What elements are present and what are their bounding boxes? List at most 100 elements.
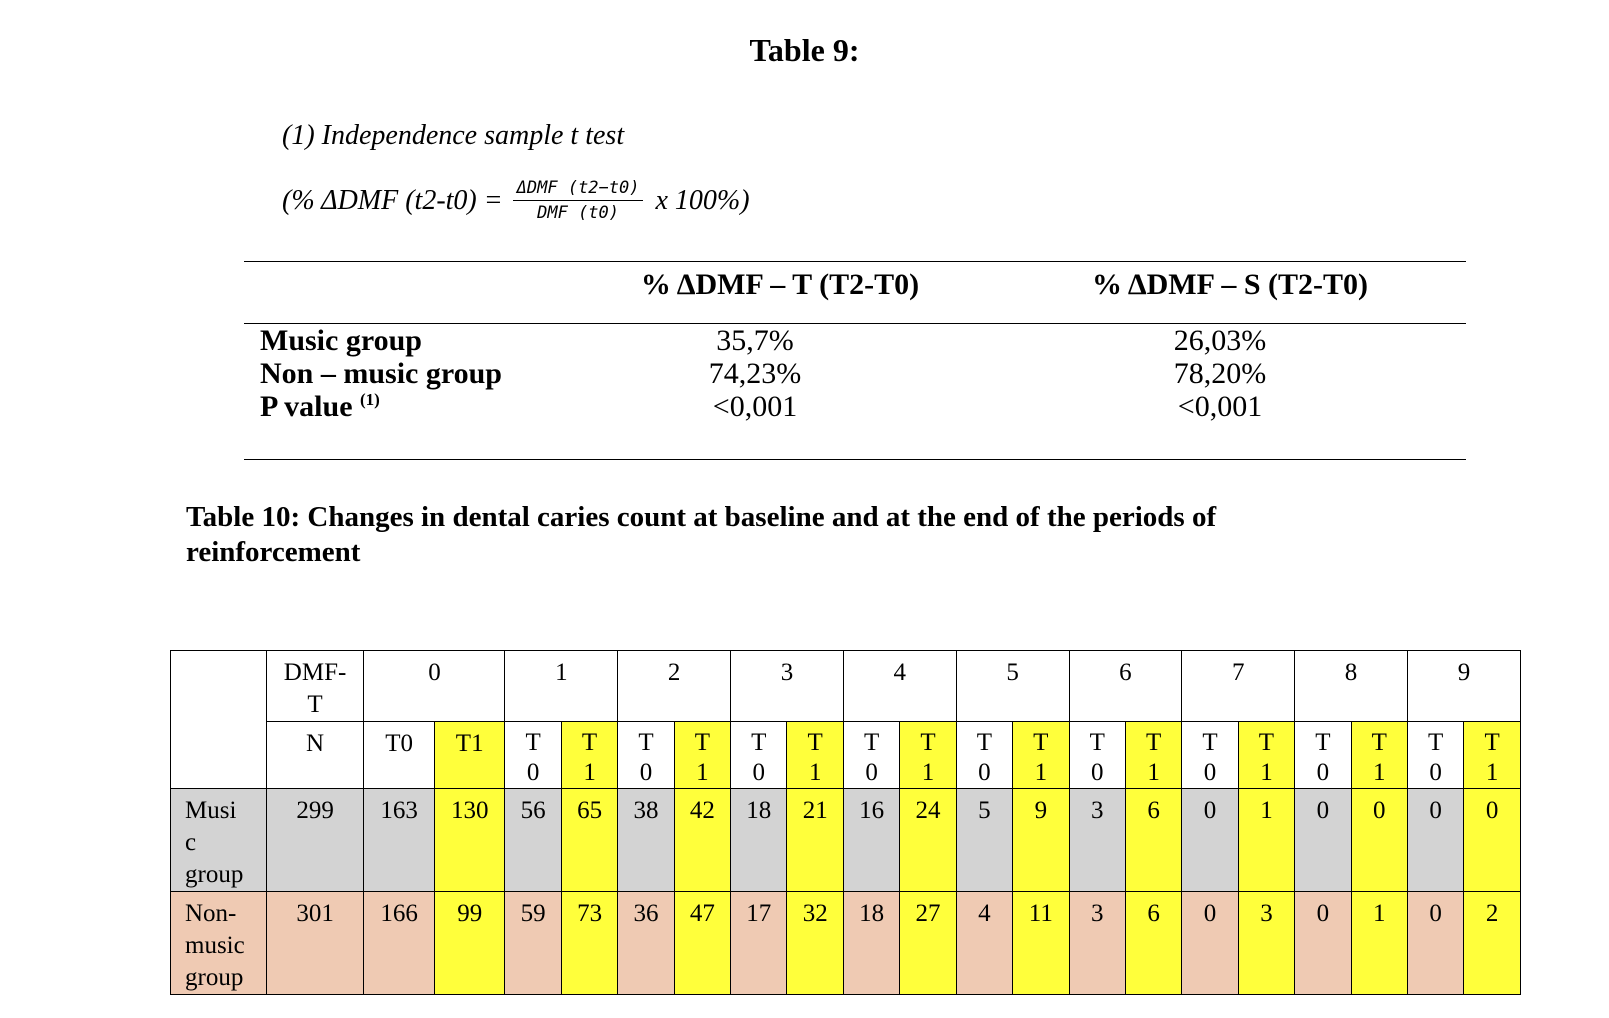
- formula-suffix: x 100%): [655, 184, 750, 216]
- sub-header-t0: T 0: [504, 721, 562, 789]
- sub-header-t0: T 0: [1406, 721, 1465, 789]
- n-header: N: [265, 721, 365, 789]
- sub-header-t1: T 1: [673, 721, 732, 789]
- table-cell: 21: [786, 788, 844, 892]
- table9-cell: 78,20%: [1173, 357, 1267, 390]
- level-header: 1: [504, 650, 619, 722]
- sub-header-t0: T 0: [730, 721, 788, 789]
- level-header: 6: [1068, 650, 1183, 722]
- table9-cell: <0,001: [1177, 390, 1263, 423]
- sub-header-t1: T 1: [1237, 721, 1296, 789]
- table-cell: 166: [363, 891, 435, 995]
- table-cell: 18: [842, 891, 901, 995]
- table-cell: 47: [673, 891, 732, 995]
- sub-header-t0: T 0: [1294, 721, 1352, 789]
- pvalue-label: P value: [260, 390, 353, 423]
- level-header: 4: [842, 650, 957, 722]
- row-label-non-music-group: Non- music group: [170, 891, 267, 995]
- table9-row-label-non-music: Non – music group: [260, 357, 502, 390]
- table9-cell: <0,001: [712, 390, 798, 423]
- dmft-header: DMF-T: [265, 650, 365, 722]
- level-header: 8: [1294, 650, 1408, 722]
- level-header: 0: [363, 650, 506, 722]
- table10-title: Table 10: Changes in dental caries count…: [186, 501, 1217, 568]
- corner-cell: [170, 721, 267, 789]
- table9-cell: 74,23%: [708, 357, 802, 390]
- table-cell: 6: [1124, 788, 1183, 892]
- sub-header-t0: T 0: [1181, 721, 1239, 789]
- sub-header-t1: T 1: [1124, 721, 1183, 789]
- table-cell: 1: [1237, 788, 1296, 892]
- sub-header-t1: T 1: [899, 721, 957, 789]
- level-header: 3: [730, 650, 844, 722]
- table9-cell: 35,7%: [716, 324, 794, 357]
- sub-header-t0: T 0: [955, 721, 1014, 789]
- table-cell: 38: [617, 788, 675, 892]
- table-cell: 5: [955, 788, 1014, 892]
- table-cell: 0: [1294, 788, 1352, 892]
- table9-header-rule: [244, 323, 1466, 324]
- level-header: 9: [1406, 650, 1522, 722]
- table9-cell: 26,03%: [1173, 324, 1267, 357]
- table-cell: 3: [1237, 891, 1296, 995]
- table-cell: 42: [673, 788, 732, 892]
- table9-footnote: (1) Independence sample t test: [282, 120, 625, 151]
- n-value: 301: [265, 891, 365, 995]
- table-cell: 0: [1181, 891, 1239, 995]
- table-cell: 2: [1463, 891, 1521, 995]
- sub-header-t0: T 0: [842, 721, 901, 789]
- table-cell: 18: [730, 788, 788, 892]
- table9-top-rule: [244, 261, 1466, 262]
- sub-header-t0: T0: [363, 721, 435, 789]
- sub-header-t1: T1: [433, 721, 506, 789]
- sub-header-t1: T 1: [1012, 721, 1070, 789]
- sub-header-t1: T 1: [786, 721, 844, 789]
- table-cell: 0: [1181, 788, 1239, 892]
- table-cell: 36: [617, 891, 675, 995]
- table9-bottom-rule: [244, 459, 1466, 460]
- table-cell: 59: [504, 891, 562, 995]
- n-value: 299: [265, 788, 365, 892]
- table-cell: 6: [1124, 891, 1183, 995]
- table-cell: 4: [955, 891, 1014, 995]
- table-cell: 16: [842, 788, 901, 892]
- table-cell: 3: [1068, 788, 1126, 892]
- table-cell: 163: [363, 788, 435, 892]
- sub-header-t1: T 1: [1350, 721, 1408, 789]
- table-cell: 3: [1068, 891, 1126, 995]
- table9-header-dmfs: % ΔDMF – S (T2-T0): [1091, 268, 1369, 301]
- table-cell: 0: [1294, 891, 1352, 995]
- table9-title: Table 9:: [749, 32, 860, 68]
- row-label-music-group: Musi c group: [170, 788, 267, 892]
- table-cell: 130: [433, 788, 506, 892]
- table-cell: 0: [1463, 788, 1521, 892]
- table9-row-label-pvalue: P value (1): [260, 390, 380, 424]
- table-cell: 32: [786, 891, 844, 995]
- table-cell: 9: [1012, 788, 1070, 892]
- formula-numerator: ΔDMF (t2−t0): [512, 178, 644, 201]
- table-cell: 11: [1012, 891, 1070, 995]
- formula-denominator: DMF (t0): [537, 203, 620, 223]
- table-cell: 56: [504, 788, 562, 892]
- table-cell: 0: [1406, 891, 1465, 995]
- table-cell: 99: [433, 891, 506, 995]
- formula-prefix: (% ΔDMF (t2-t0) =: [282, 184, 503, 216]
- table-cell: 65: [560, 788, 619, 892]
- sub-header-t1: T 1: [560, 721, 619, 789]
- formula-fraction: ΔDMF (t2−t0) DMF (t0): [512, 178, 644, 223]
- sub-header-t0: T 0: [617, 721, 675, 789]
- pvalue-footnote-marker: (1): [360, 390, 380, 409]
- table-cell: 0: [1406, 788, 1465, 892]
- table-cell: 1: [1350, 891, 1408, 995]
- level-header: 5: [955, 650, 1070, 722]
- level-header: 7: [1181, 650, 1296, 722]
- table9-row-label-music: Music group: [260, 324, 422, 357]
- sub-header-t0: T 0: [1068, 721, 1126, 789]
- table9-header-dmft: % ΔDMF – T (T2-T0): [640, 268, 920, 301]
- table-cell: 27: [899, 891, 957, 995]
- corner-cell: [170, 650, 267, 722]
- table-cell: 17: [730, 891, 788, 995]
- table-cell: 0: [1350, 788, 1408, 892]
- table-cell: 24: [899, 788, 957, 892]
